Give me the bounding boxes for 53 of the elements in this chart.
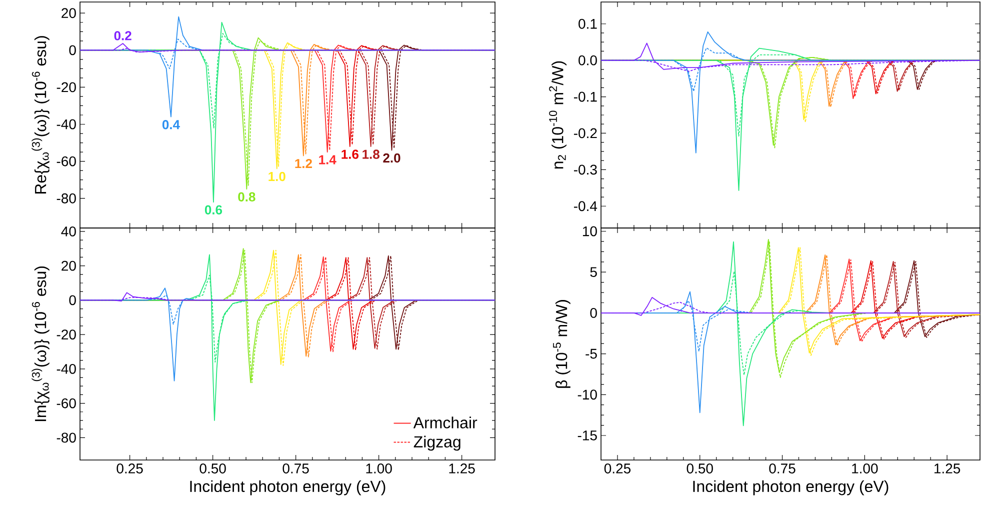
annotation: 1.8 bbox=[362, 150, 380, 159]
x-tick-label: 1.00 bbox=[366, 464, 392, 474]
y-tick-label: 40 bbox=[61, 226, 76, 236]
y-tick-label: -20 bbox=[56, 330, 76, 340]
y-tick-label: 20 bbox=[62, 8, 76, 18]
x-tick-label: 0.25 bbox=[604, 464, 631, 474]
y-tick-label: -80 bbox=[56, 193, 76, 204]
legend-label: Zigzag bbox=[414, 436, 460, 451]
annotation: 0.4 bbox=[162, 120, 180, 130]
y-tick-label: -15 bbox=[578, 430, 597, 440]
y-tick-label: 0 bbox=[69, 45, 76, 56]
annotation: 0.2 bbox=[114, 31, 132, 40]
y-tick-label: 20 bbox=[62, 260, 76, 271]
y-tick-label: -5 bbox=[586, 348, 597, 359]
y-tick-label: 0.0 bbox=[578, 55, 597, 66]
y-tick-label: -10 bbox=[578, 390, 597, 400]
y-tick-label: -0.3 bbox=[574, 164, 597, 175]
x-tick-label: 0.25 bbox=[116, 464, 143, 474]
annotation: 0.6 bbox=[204, 205, 222, 214]
annotation: 1.4 bbox=[319, 155, 336, 164]
x-tick-label: 1.00 bbox=[852, 464, 878, 474]
y-tick-label: -60 bbox=[56, 156, 76, 166]
y-tick-label: 5 bbox=[590, 267, 597, 277]
x-tick-label: 0.50 bbox=[200, 464, 226, 474]
annotation: 1.2 bbox=[295, 158, 312, 168]
y-tick-label: -80 bbox=[56, 432, 76, 443]
y-axis-title: Re{χ$_{ω}$$^{(3)}$(ω)} (10$^{-6}$ esu) bbox=[32, 36, 50, 194]
y-tick-label: -0.1 bbox=[574, 92, 597, 102]
x-tick-label: 0.75 bbox=[769, 464, 796, 474]
x-tick-label: 1.25 bbox=[934, 464, 960, 474]
y-tick-label: 10 bbox=[582, 226, 597, 236]
legend-label: Armchair bbox=[413, 416, 478, 428]
annotation: 0.8 bbox=[238, 192, 256, 202]
y-axis-title: β (10$^{-5}$ m/W) bbox=[553, 300, 570, 388]
y-tick-label: -60 bbox=[56, 398, 76, 408]
y-tick-label: -40 bbox=[56, 119, 76, 130]
x-axis-title: Incident photon energy (eV) bbox=[693, 480, 888, 496]
annotation: 1.6 bbox=[342, 150, 358, 159]
y-axis-title: n$_{2}$ (10$^{-10}$ m$^{2}$/W) bbox=[549, 61, 566, 169]
x-tick-label: 1.25 bbox=[449, 464, 475, 474]
y-axis-title: Im{χ$_{ω}$$^{(3)}$(ω)} (10$^{-6}$ esu) bbox=[32, 266, 50, 422]
x-axis-title: Incident photon energy (eV) bbox=[190, 480, 386, 496]
y-tick-label: -0.4 bbox=[574, 201, 598, 212]
y-tick-label: 0 bbox=[590, 308, 597, 318]
annotation: 2.0 bbox=[383, 153, 400, 163]
y-tick-label: 0.1 bbox=[578, 18, 597, 29]
annotation: 1.0 bbox=[268, 172, 286, 182]
x-tick-label: 0.50 bbox=[686, 464, 713, 474]
y-tick-label: -0.2 bbox=[574, 128, 597, 138]
x-tick-label: 0.75 bbox=[282, 464, 309, 474]
y-tick-label: -20 bbox=[56, 82, 76, 92]
y-tick-label: -40 bbox=[56, 364, 76, 374]
y-tick-label: 0 bbox=[69, 295, 76, 306]
